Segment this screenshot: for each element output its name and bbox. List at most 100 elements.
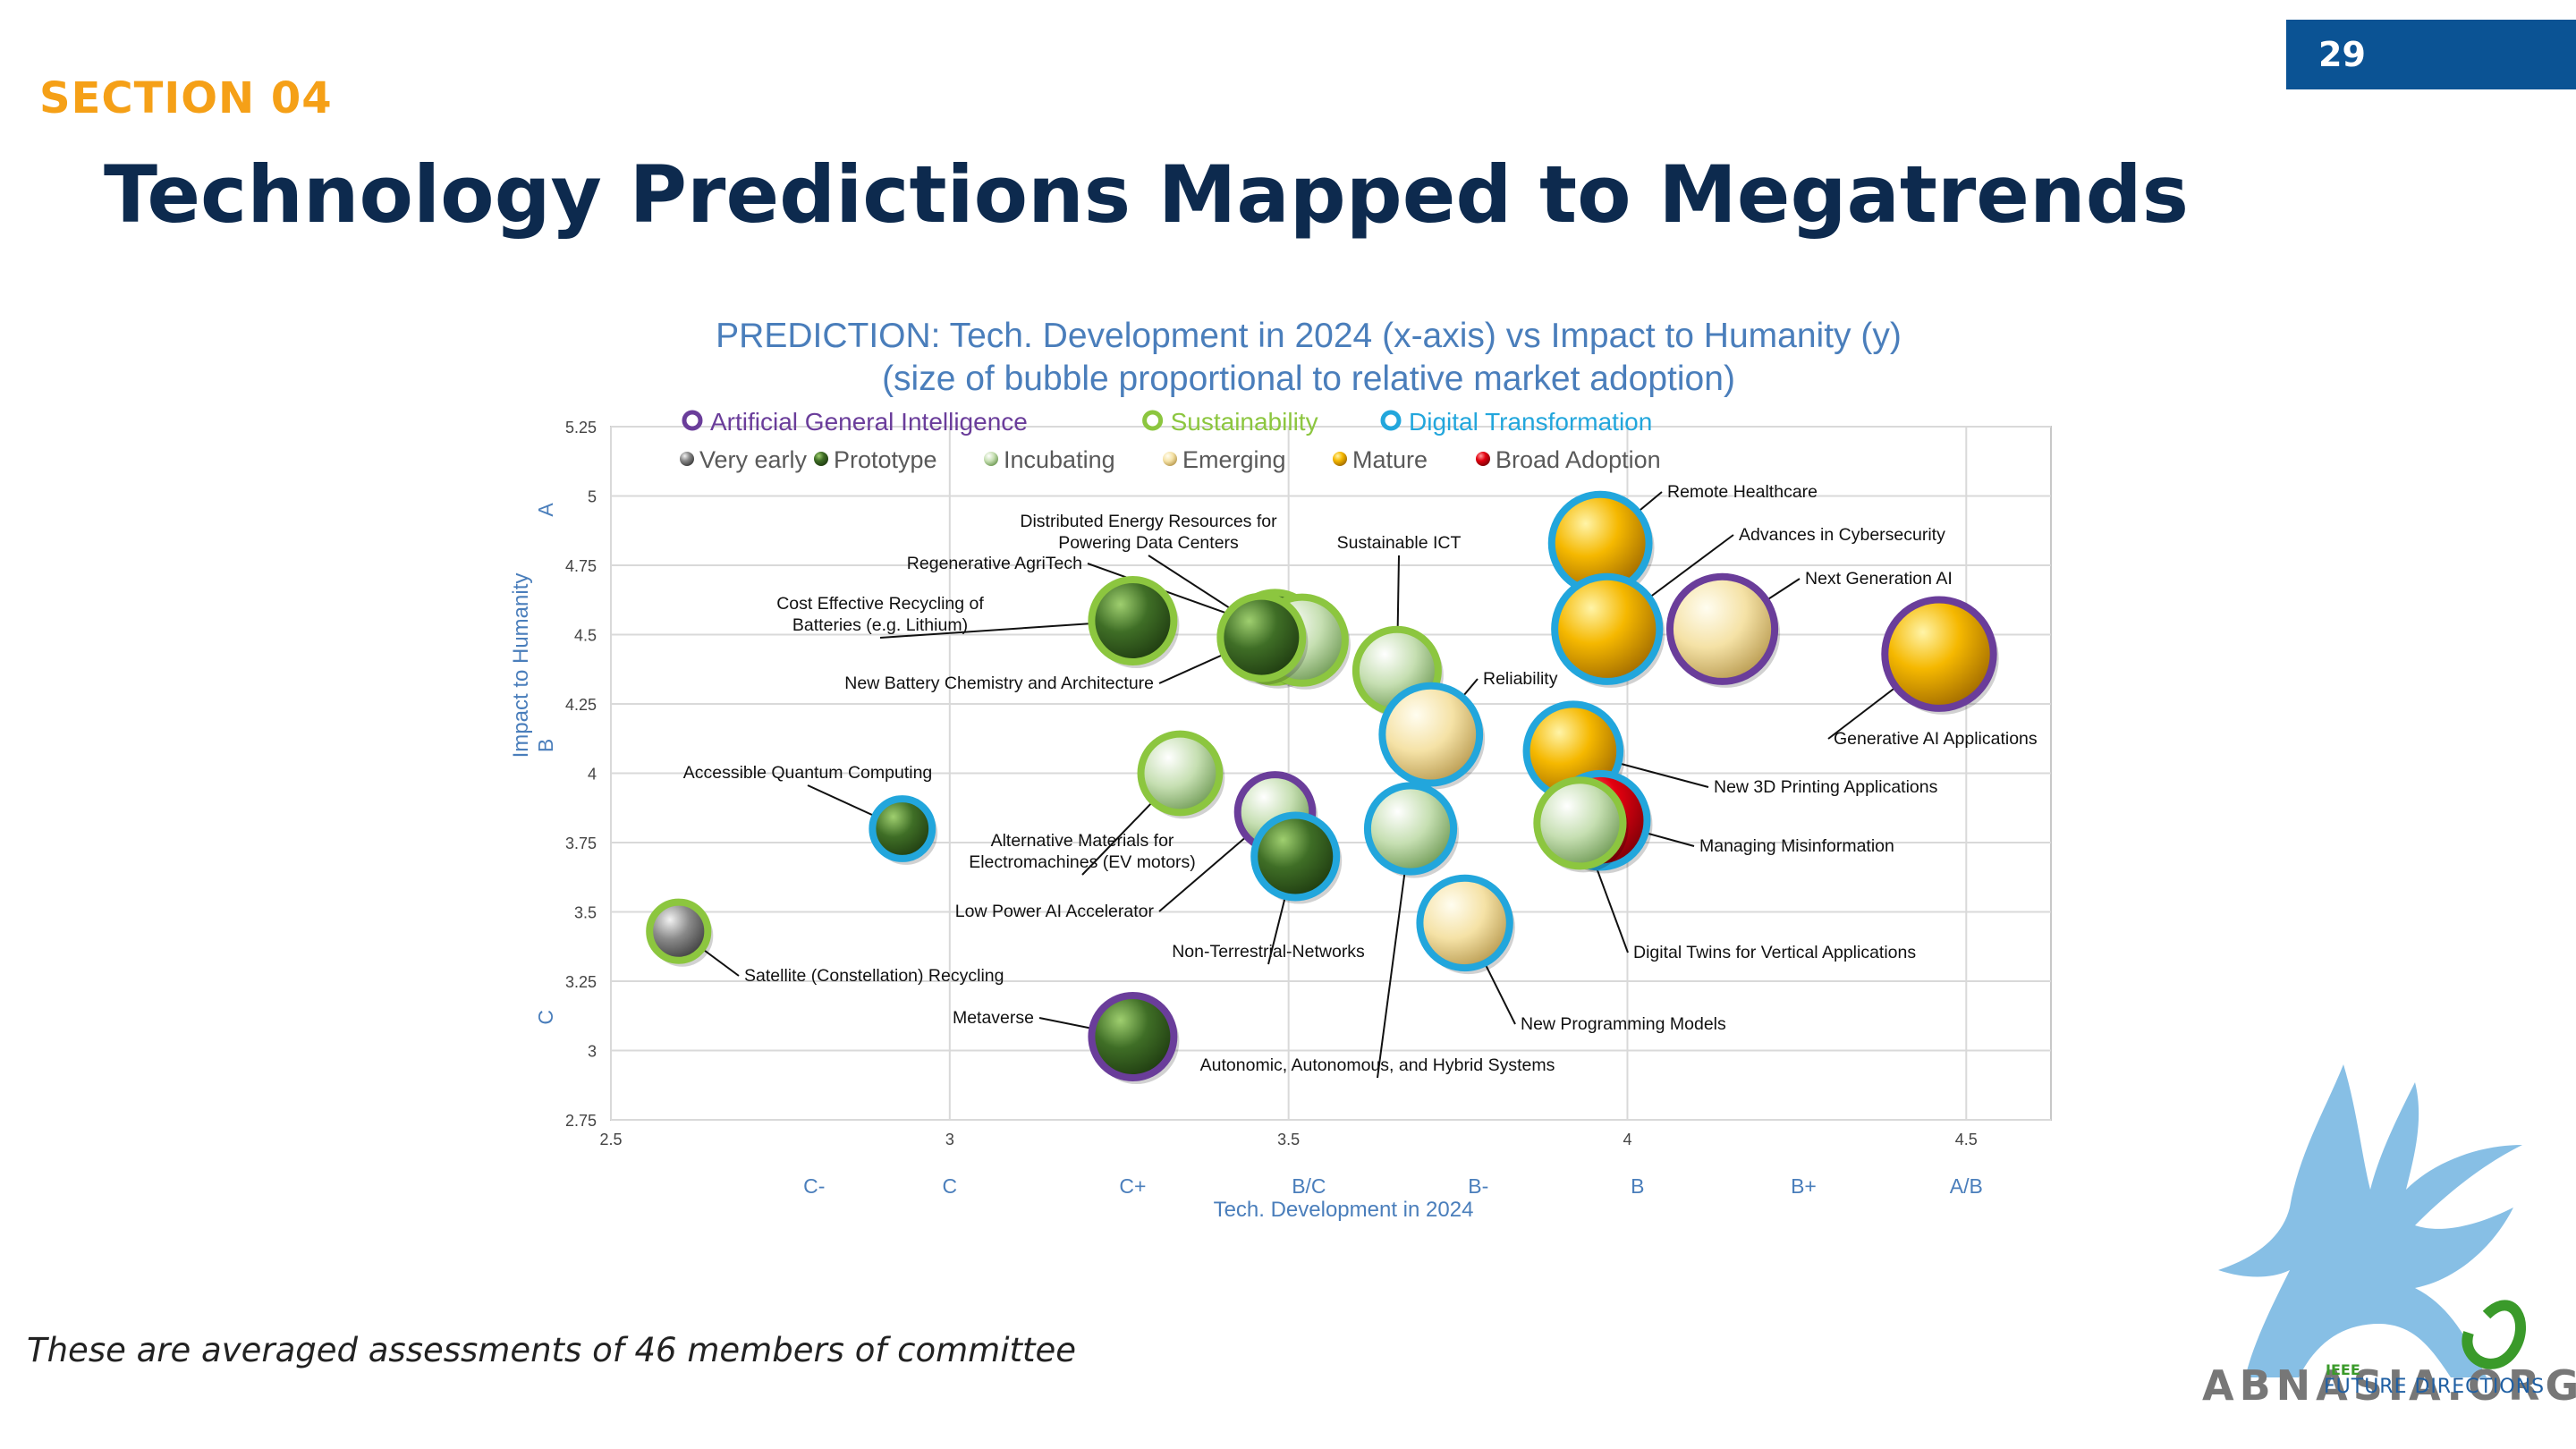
bubble-label: Low Power AI Accelerator <box>955 902 1155 921</box>
bubble <box>1551 572 1664 685</box>
bubble-label: Next Generation AI <box>1805 569 1953 589</box>
legend-stage-marker <box>814 452 828 466</box>
section-label: SECTION 04 <box>39 73 333 123</box>
legend-ring-marker <box>1380 410 1402 431</box>
legend-megatrend-label: Digital Transformation <box>1409 408 1652 436</box>
bubble-label: Metaverse <box>953 1008 1034 1028</box>
x-tick-label: 4.5 <box>1955 1131 1978 1148</box>
page-title: Technology Predictions Mapped to Megatre… <box>104 148 2190 241</box>
legend-stage-label: Incubating <box>1004 446 1115 473</box>
legend-stage-marker <box>680 452 694 466</box>
y-grade-label: A <box>534 503 557 517</box>
footnote: These are averaged assessments of 46 mem… <box>27 1331 1077 1369</box>
x-tick-label: 4 <box>1623 1131 1631 1148</box>
y-tick-label: 3.25 <box>565 973 597 991</box>
x-tick-label: 3 <box>945 1131 954 1148</box>
y-grade-label: C <box>534 1010 557 1025</box>
bubble-label: Satellite (Constellation) Recycling <box>744 966 1004 986</box>
bubble-label: Reliability <box>1483 669 1558 689</box>
legend-stage-label: Broad Adoption <box>1496 446 1661 473</box>
bubble-chart: PREDICTION: Tech. Development in 2024 (x… <box>509 317 2052 1222</box>
bubble-label: Autonomic, Autonomous, and Hybrid System… <box>1200 1055 1555 1075</box>
x-grade-label: C+ <box>1119 1174 1146 1198</box>
bubble-label: Generative AI Applications <box>1834 729 2038 749</box>
x-grade-label: A/B <box>1950 1174 1983 1198</box>
bubble <box>646 898 712 964</box>
legend-megatrend-label: Sustainability <box>1171 408 1318 436</box>
bubble-label: Remote Healthcare <box>1667 482 1818 502</box>
bubble-label: Powering Data Centers <box>1058 533 1239 553</box>
page-number: 29 <box>2286 20 2576 89</box>
x-grade-label: B/C <box>1292 1174 1326 1198</box>
y-tick-label: 2.75 <box>565 1112 597 1130</box>
legend-stage-label: Emerging <box>1182 446 1286 473</box>
bubble-label: New Programming Models <box>1521 1014 1726 1034</box>
logo-wordmark: ABNASIA.ORG <box>2202 1361 2576 1410</box>
bubble-label: Alternative Materials for <box>991 831 1174 851</box>
bubble <box>1216 592 1307 682</box>
bubbles <box>646 490 1999 1084</box>
bubble-label: Distributed Energy Resources for <box>1020 512 1277 531</box>
legend-stage-marker <box>1476 452 1490 466</box>
griffin-logo <box>2218 1064 2526 1377</box>
bubble <box>1533 776 1627 870</box>
bubble <box>1137 730 1224 817</box>
x-grade-label: B+ <box>1791 1174 1817 1198</box>
x-grade-label: C <box>943 1174 958 1198</box>
y-tick-label: 3.5 <box>574 904 597 922</box>
bubble <box>1416 874 1513 972</box>
y-tick-label: 3 <box>588 1043 597 1061</box>
axes: 2.75 3 3.25 3.5 3.75 4 4.25 4.5 4.75 5 5.25 2.5 3 3.5… <box>509 419 1983 1222</box>
y-tick-label: 4 <box>588 766 597 784</box>
legend-stage-label: Prototype <box>834 446 937 473</box>
annotations: Remote Healthcare Advances in Cybersecuri… <box>683 482 2038 1075</box>
bubble <box>1378 682 1484 787</box>
y-grade-label: B <box>534 739 557 752</box>
x-tick-label: 2.5 <box>599 1131 622 1148</box>
x-axis-label: Tech. Development in 2024 <box>1214 1198 1474 1222</box>
logo-subtitle: FUTURE DIRECTIONS <box>2324 1376 2546 1398</box>
bubble <box>869 795 936 862</box>
x-tick-label: 3.5 <box>1277 1131 1300 1148</box>
chart-subtitle: (size of bubble proportional to relative… <box>882 360 1735 398</box>
legend-ring-marker <box>1142 410 1164 431</box>
plot-grid <box>610 426 2052 1121</box>
y-tick-label: 4.5 <box>574 627 597 645</box>
bubble <box>1665 572 1779 685</box>
bubble-label: Digital Twins for Vertical Applications <box>1633 943 1916 962</box>
x-grade-label: C- <box>803 1174 825 1198</box>
bubble-label: Electromachines (EV motors) <box>969 852 1196 872</box>
x-grade-label: B- <box>1468 1174 1488 1198</box>
bubble-label: Batteries (e.g. Lithium) <box>792 615 968 635</box>
chart-title: PREDICTION: Tech. Development in 2024 (x… <box>716 317 1902 355</box>
bubble-label: New Battery Chemistry and Architecture <box>844 674 1154 693</box>
bubble <box>1250 811 1341 902</box>
legend-megatrend-label: Artificial General Intelligence <box>710 408 1028 436</box>
y-tick-label: 4.25 <box>565 696 597 714</box>
bubble <box>1088 576 1178 665</box>
legend-ring-marker <box>682 410 703 431</box>
y-tick-label: 4.75 <box>565 557 597 575</box>
legend-stage-marker <box>1333 452 1347 466</box>
y-tick-label: 5 <box>588 488 597 506</box>
bubble <box>1088 992 1178 1081</box>
bubble-label: New 3D Printing Applications <box>1714 777 1938 797</box>
legend-stage-marker <box>984 452 998 466</box>
y-axis-label: Impact to Humanity <box>509 573 533 758</box>
y-tick-label: 3.75 <box>565 835 597 852</box>
logo-ieee: IEEE <box>2326 1361 2360 1378</box>
bubble-label: Advances in Cybersecurity <box>1739 525 1945 545</box>
bubble-label: Managing Misinformation <box>1699 836 1894 856</box>
bubble <box>1881 596 1997 712</box>
bubble-label: Non-Terrestrial-Networks <box>1172 942 1365 962</box>
legend-stage-label: Mature <box>1352 446 1428 473</box>
x-grade-label: B <box>1631 1174 1644 1198</box>
chart-legend: Artificial General Intelligence Sustainab… <box>680 408 1661 473</box>
y-tick-label: 5.25 <box>565 419 597 436</box>
bubble-label: Sustainable ICT <box>1337 533 1462 553</box>
bubble <box>1363 782 1458 876</box>
bubble-label: Accessible Quantum Computing <box>683 763 933 783</box>
legend-stage-marker <box>1163 452 1177 466</box>
bubble-label: Regenerative AgriTech <box>907 554 1082 573</box>
bubble-label: Cost Effective Recycling of <box>776 594 984 614</box>
